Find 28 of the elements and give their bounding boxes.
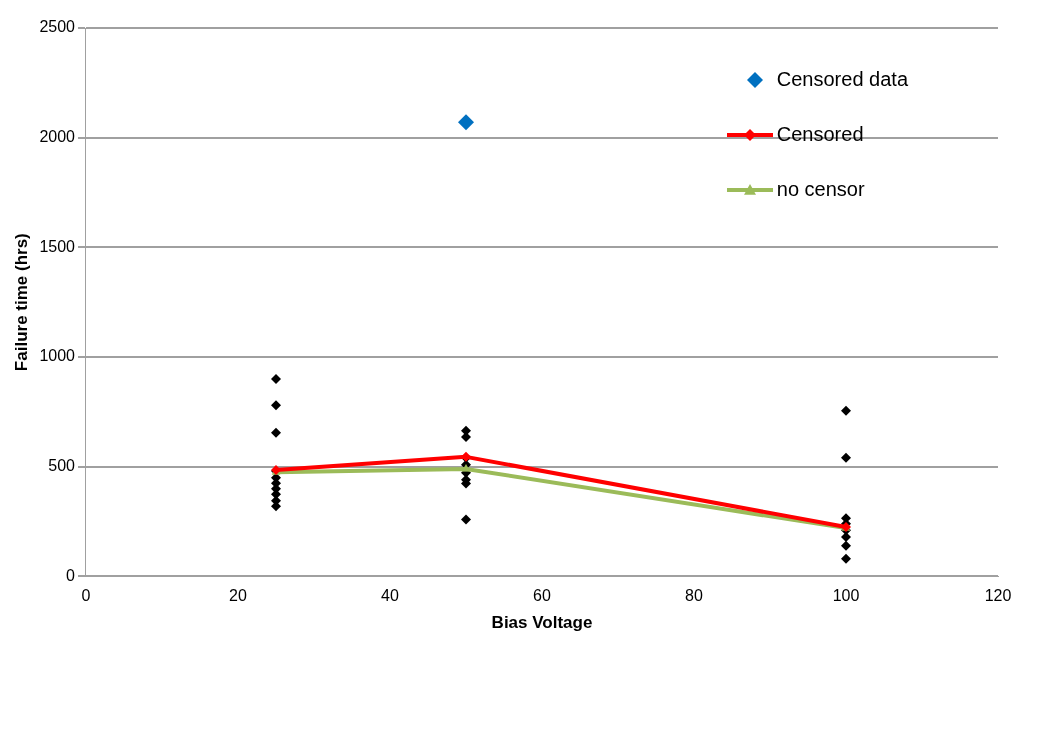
- legend-label: no censor: [776, 178, 865, 201]
- point: [458, 114, 474, 131]
- y-tick-label: 500: [48, 457, 76, 475]
- point: [271, 400, 281, 411]
- y-axis-title: Failure time (hrs): [11, 233, 31, 372]
- legend-label: Censored: [776, 123, 864, 146]
- y-tick-label: 1000: [39, 347, 76, 365]
- x-tick-label: 120: [984, 587, 1012, 605]
- point: [271, 373, 281, 384]
- legend-label: Censored data: [776, 68, 908, 91]
- y-tick-label: 0: [66, 566, 76, 584]
- y-tick-label: 2000: [39, 128, 76, 146]
- x-axis-title: Bias Voltage: [491, 613, 593, 633]
- point: [841, 452, 851, 463]
- x-tick-label: 60: [533, 587, 551, 605]
- x-tick-label: 80: [685, 587, 703, 605]
- y-tick-label: 2500: [39, 18, 76, 36]
- x-tick-label: 20: [229, 587, 247, 605]
- point: [461, 463, 471, 472]
- point: [841, 540, 851, 551]
- point: [841, 553, 851, 564]
- point: [461, 514, 471, 525]
- x-tick-label: 0: [81, 587, 91, 605]
- x-tick-label: 40: [381, 587, 399, 605]
- point: [271, 427, 281, 438]
- point: [841, 405, 851, 416]
- x-tick-label: 100: [832, 587, 860, 605]
- y-tick-label: 1500: [39, 237, 76, 255]
